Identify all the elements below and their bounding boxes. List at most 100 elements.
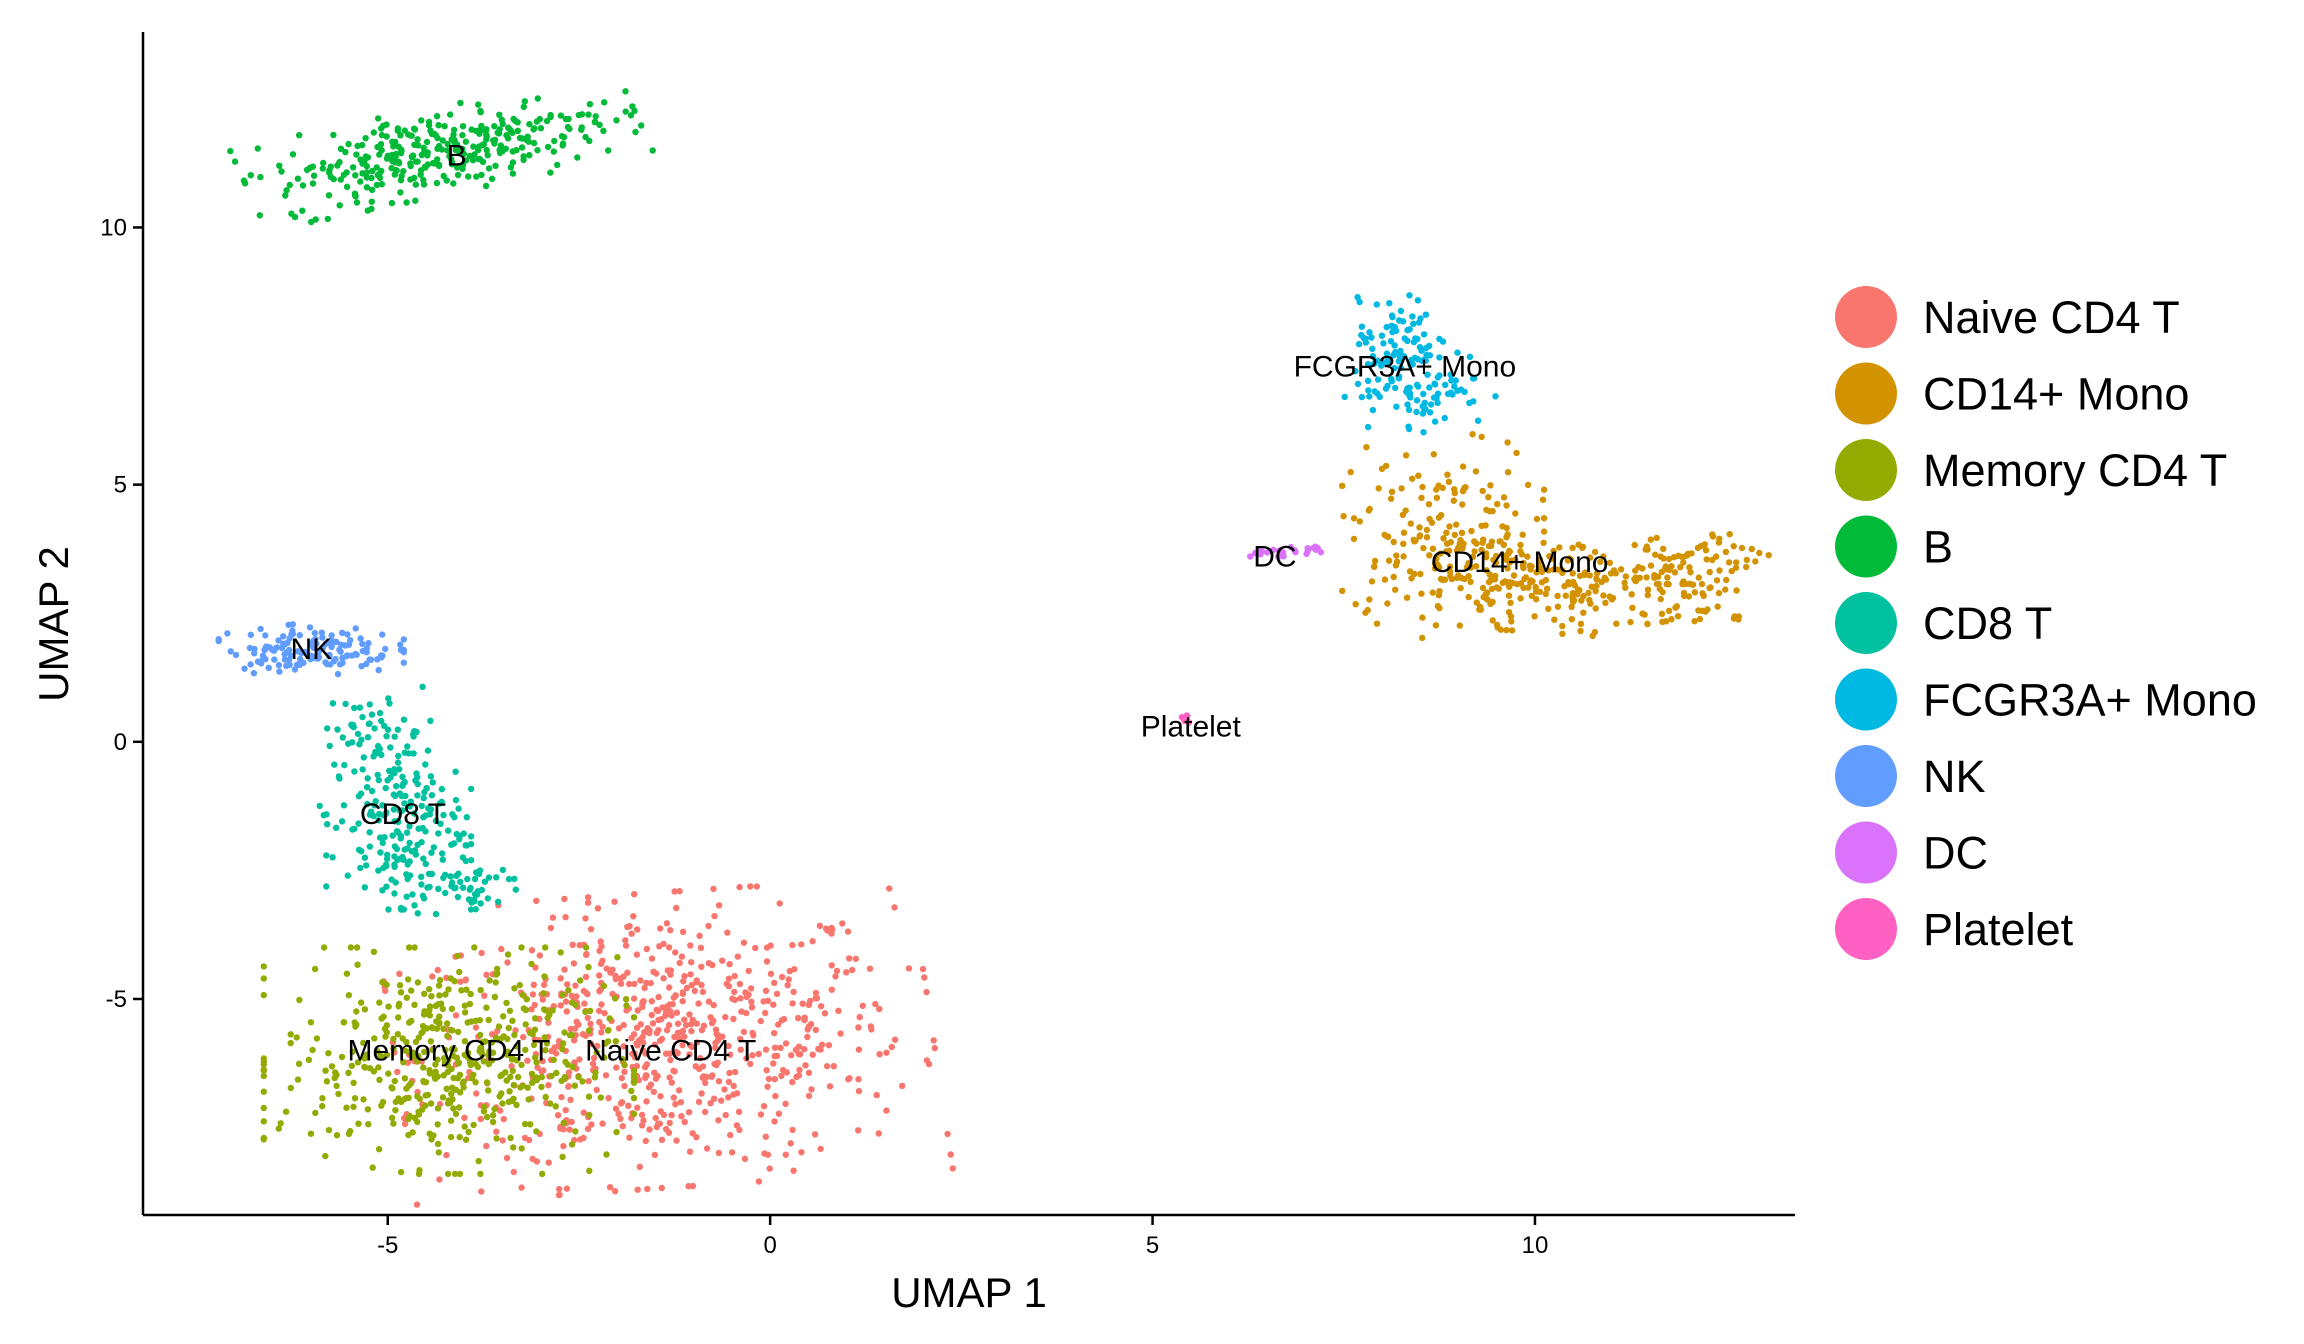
data-point — [1436, 604, 1443, 612]
data-point — [377, 141, 385, 148]
data-point — [1655, 580, 1662, 588]
data-point — [606, 1015, 613, 1022]
data-point — [1505, 592, 1513, 599]
data-point — [477, 986, 484, 994]
data-point — [339, 629, 346, 636]
data-point — [287, 652, 295, 659]
data-point — [1593, 575, 1600, 582]
data-point — [1442, 548, 1450, 555]
data-point — [356, 741, 363, 748]
data-point — [474, 1063, 482, 1071]
data-point — [741, 1155, 749, 1163]
data-point — [1341, 393, 1348, 401]
data-point — [532, 1015, 539, 1022]
data-point — [770, 1060, 777, 1067]
data-point — [450, 131, 457, 138]
data-point — [1703, 556, 1710, 563]
data-point — [430, 844, 437, 851]
data-point — [307, 1130, 315, 1137]
data-point — [276, 668, 283, 675]
data-point — [338, 818, 346, 825]
data-point — [403, 829, 411, 836]
data-point — [778, 973, 786, 981]
data-point — [613, 117, 620, 124]
data-point — [705, 922, 712, 930]
data-point — [787, 1140, 794, 1147]
data-point — [332, 1069, 339, 1076]
data-point — [1436, 588, 1443, 595]
data-point — [400, 168, 407, 175]
data-point — [530, 126, 537, 133]
data-point — [1580, 609, 1587, 616]
data-point — [388, 1114, 396, 1122]
data-point — [378, 181, 385, 188]
data-point — [679, 1027, 687, 1035]
data-point — [557, 1002, 564, 1009]
data-point — [749, 1052, 756, 1059]
data-point — [533, 897, 540, 904]
data-point — [364, 207, 371, 214]
data-point — [622, 88, 629, 95]
data-point — [502, 145, 509, 152]
data-point — [371, 725, 378, 732]
data-point — [343, 169, 350, 176]
data-point — [483, 971, 490, 978]
data-point — [395, 158, 402, 166]
data-point — [454, 893, 462, 901]
data-point — [385, 1003, 392, 1010]
data-point — [435, 161, 443, 169]
data-point — [493, 965, 501, 973]
data-point — [1508, 618, 1515, 625]
data-point — [1713, 577, 1721, 584]
data-point — [445, 986, 452, 993]
data-point — [545, 1082, 552, 1089]
data-point — [1726, 531, 1733, 538]
data-point — [1275, 553, 1282, 560]
data-point — [1629, 604, 1636, 611]
data-point — [703, 1145, 711, 1152]
legend-label: CD14+ Mono — [1923, 369, 2189, 420]
data-point — [491, 993, 499, 1001]
data-point — [434, 1073, 441, 1080]
data-point — [677, 1099, 685, 1106]
data-point — [748, 1004, 756, 1011]
data-point — [510, 1095, 517, 1103]
data-point — [634, 1186, 641, 1193]
data-point — [612, 972, 619, 979]
data-point — [1388, 488, 1396, 495]
data-point — [489, 1039, 496, 1046]
data-point — [633, 951, 641, 958]
data-point — [1385, 557, 1393, 564]
data-point — [522, 1006, 530, 1014]
data-point — [386, 700, 393, 707]
data-point — [1683, 552, 1691, 559]
data-point — [320, 159, 327, 167]
data-point — [438, 146, 445, 153]
data-point — [456, 968, 463, 976]
data-point — [641, 984, 648, 992]
data-point — [260, 1058, 267, 1065]
data-point — [640, 1117, 647, 1124]
data-point — [1662, 565, 1669, 572]
data-point — [562, 1107, 569, 1114]
data-point — [1409, 313, 1416, 320]
data-point — [745, 991, 752, 998]
y-tick-label: 5 — [114, 472, 127, 499]
data-point — [557, 975, 564, 982]
data-point — [789, 941, 796, 949]
data-point — [455, 1028, 462, 1036]
data-point — [433, 113, 441, 120]
data-point — [434, 1105, 442, 1112]
data-point — [260, 1134, 267, 1142]
data-point — [710, 1017, 717, 1024]
data-point — [688, 981, 696, 989]
data-point — [545, 1019, 552, 1026]
data-point — [1657, 595, 1664, 603]
data-point — [526, 152, 533, 159]
data-point — [1670, 554, 1678, 561]
data-point — [425, 118, 433, 126]
legend-item: CD14+ Mono — [1835, 362, 2189, 425]
data-point — [1687, 569, 1694, 576]
data-point — [590, 1054, 598, 1062]
data-point — [1390, 573, 1397, 581]
